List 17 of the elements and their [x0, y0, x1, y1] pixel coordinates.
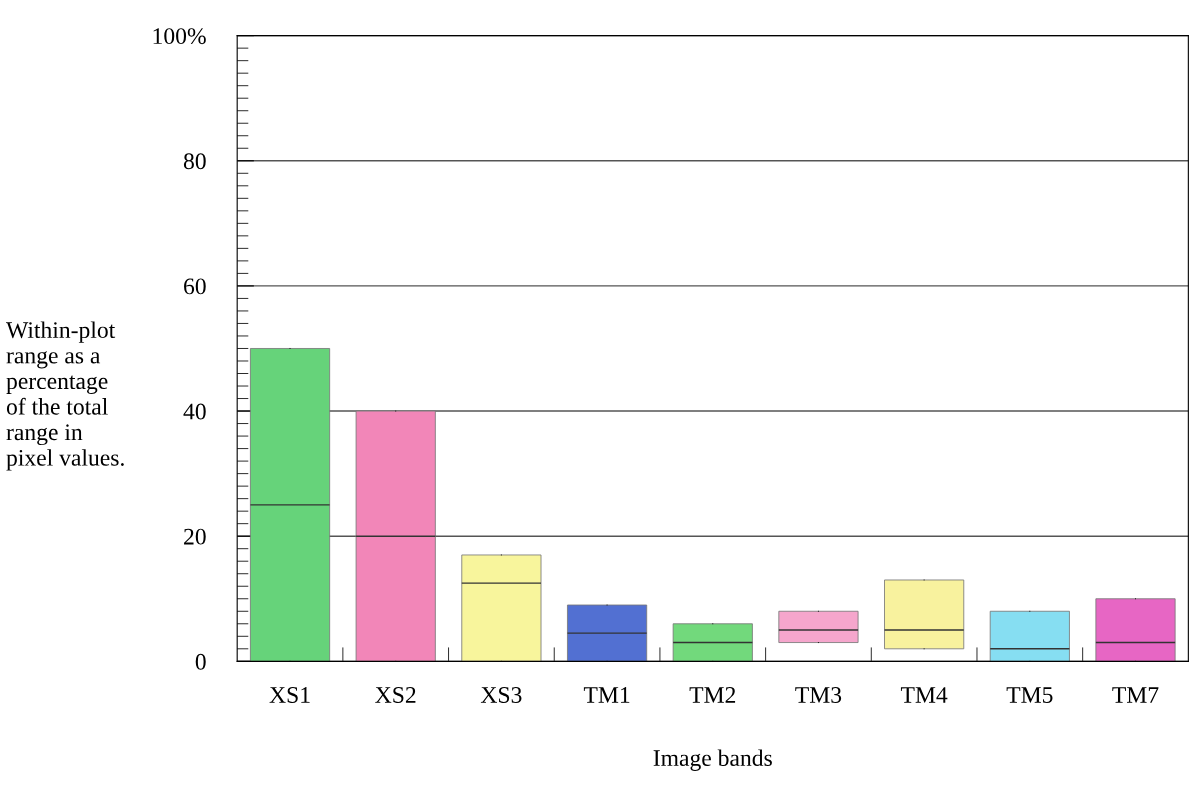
y-tick-label: 60 — [184, 278, 206, 295]
x-tick-label: TM1 — [583, 687, 630, 703]
x-tick-label: XS3 — [480, 687, 522, 703]
x-tick-label: TM3 — [795, 687, 842, 703]
y-tick-label: 0 — [195, 653, 206, 670]
x-tick-label: XS2 — [375, 687, 416, 703]
y-tick-label: 80 — [183, 153, 206, 170]
x-axis-title: Image bands — [653, 749, 772, 771]
y-tick-label: 20 — [184, 528, 206, 545]
y-axis-title: Within-plot range as a percentage of the total range in pixel values. — [6, 321, 124, 471]
x-tick-label: TM4 — [900, 687, 948, 703]
y-tick-label: 100% — [153, 28, 206, 45]
x-tick-label: XS1 — [269, 687, 310, 703]
y-tick-label: 40 — [183, 403, 206, 420]
x-tick-label: TM7 — [1112, 687, 1159, 703]
x-tick-label: TM2 — [689, 687, 736, 703]
x-tick-label: TM5 — [1006, 687, 1053, 703]
